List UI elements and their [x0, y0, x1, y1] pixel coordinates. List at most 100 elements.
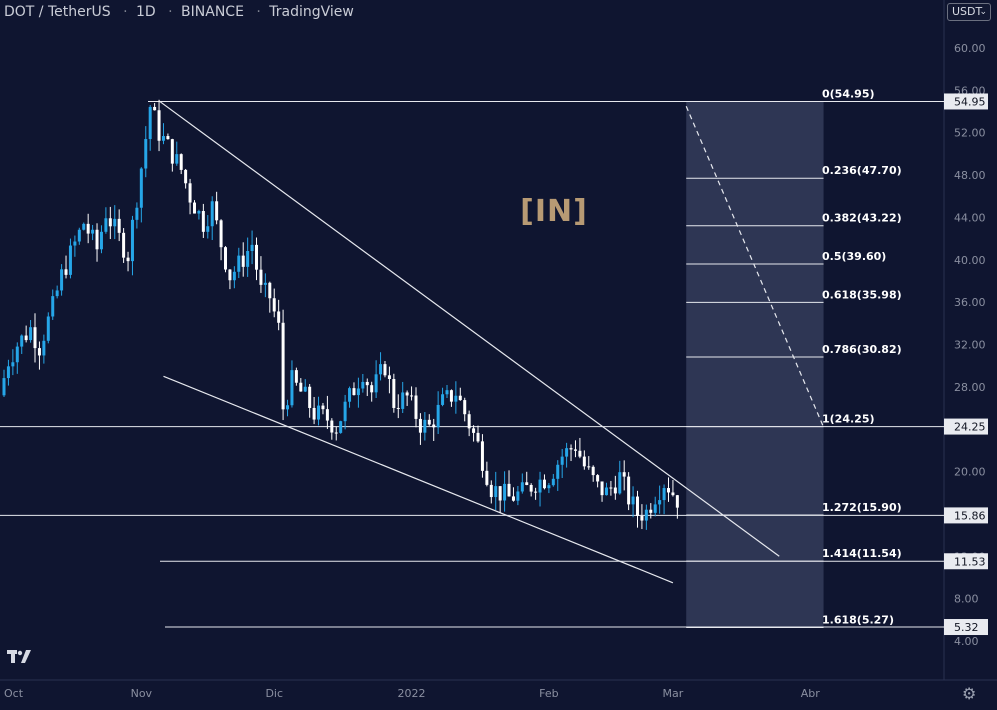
candle-body	[529, 484, 533, 492]
candle-body	[259, 269, 263, 285]
candle-body	[325, 409, 329, 421]
candle-body	[73, 241, 77, 246]
candle-body	[15, 346, 19, 363]
candle-body	[352, 388, 356, 396]
y-tick-label: 40.00	[954, 254, 986, 267]
candle-body	[161, 136, 165, 141]
candle-body	[640, 515, 644, 521]
candle-body	[255, 244, 259, 270]
candle-body	[290, 370, 294, 406]
candle-body	[339, 421, 343, 433]
candle-body	[20, 335, 24, 347]
candle-body	[356, 388, 360, 396]
candle-body	[423, 419, 427, 433]
candle-body	[445, 390, 449, 395]
candle-body	[60, 269, 64, 291]
candle-body	[370, 385, 374, 393]
candle-body	[458, 395, 462, 401]
price-axis-badge	[944, 553, 988, 570]
fib-level-label: 1(24.25)	[822, 413, 875, 426]
x-tick-label: Mar	[663, 687, 684, 700]
candle-body	[277, 311, 281, 323]
candle-body	[472, 428, 476, 433]
candle-body	[675, 495, 679, 508]
fib-level-label: 0.382(43.22)	[822, 212, 902, 225]
candle-body	[401, 392, 405, 409]
candle-body	[613, 487, 617, 494]
candle-body	[361, 381, 365, 389]
candle-body	[148, 106, 152, 140]
candle-body	[201, 211, 205, 232]
candle-body	[263, 282, 267, 285]
y-tick-label: 8.00	[954, 593, 979, 606]
candle-body	[77, 229, 81, 242]
candle-body	[29, 327, 33, 341]
candle-body	[166, 136, 170, 140]
fib-projection-zone	[686, 101, 824, 628]
x-tick-label: 2022	[398, 687, 426, 700]
candle-body	[250, 244, 254, 251]
candle-body	[108, 218, 112, 227]
candle-body	[68, 245, 72, 275]
candle-body	[627, 476, 631, 505]
candle-body	[622, 472, 626, 477]
source-label: TradingView	[269, 4, 354, 20]
candle-body	[184, 169, 188, 184]
candle-body	[42, 340, 46, 356]
candle-body	[157, 110, 161, 141]
candle-body	[144, 139, 148, 169]
candle-body	[653, 504, 657, 513]
candle-body	[569, 448, 573, 450]
trendline-upper	[158, 100, 780, 557]
price-axis-badge-label: 11.53	[954, 555, 986, 568]
fib-level-label: 0.5(39.60)	[822, 250, 886, 263]
price-axis-badge-label: 15.86	[954, 509, 986, 522]
candle-body	[237, 255, 241, 272]
candle-body	[476, 432, 480, 442]
fib-level-label: 0(54.95)	[822, 87, 875, 100]
trendline-lower	[163, 375, 674, 584]
candle-body	[317, 405, 321, 420]
candle-body	[343, 401, 347, 422]
candle-body	[383, 364, 387, 376]
candle-body	[82, 223, 86, 230]
candle-body	[547, 485, 551, 489]
candle-body	[582, 456, 586, 467]
candle-body	[46, 316, 50, 341]
interval-label[interactable]: 1D	[135, 4, 156, 20]
candle-body	[299, 382, 303, 392]
candle-body	[644, 509, 648, 521]
chevron-down-icon: ⌄	[979, 7, 987, 17]
fib-level-label: 1.618(5.27)	[822, 614, 894, 627]
candle-body	[551, 478, 555, 486]
candle-body	[126, 257, 130, 262]
tradingview-logo-icon[interactable]	[6, 648, 34, 670]
candle-body	[113, 218, 117, 227]
symbol-pair[interactable]: DOT / TetherUS	[4, 4, 111, 20]
candle-body	[600, 481, 604, 496]
candle-body	[565, 448, 569, 457]
x-tick-label: Nov	[131, 687, 153, 700]
candle-body	[303, 386, 307, 392]
trendline-fib-projection	[685, 106, 825, 428]
price-axis-badge-label: 54.95	[954, 95, 986, 108]
candle-body	[542, 479, 546, 489]
candle-body	[667, 488, 670, 493]
candle-body	[224, 247, 227, 270]
price-axis-badge	[944, 619, 988, 636]
candle-body	[2, 378, 6, 396]
candle-body	[294, 370, 298, 383]
gear-icon[interactable]: ⚙	[962, 684, 977, 703]
price-axis-badge-label: 5.32	[954, 621, 979, 634]
y-tick-label: 32.00	[954, 339, 986, 352]
candle-body	[427, 419, 431, 425]
candle-body	[64, 269, 68, 275]
currency-selector[interactable]: USDT ⌄	[947, 3, 991, 21]
candle-body	[662, 488, 666, 501]
candle-body	[130, 219, 134, 262]
candle-body	[511, 496, 515, 501]
candle-body	[463, 400, 467, 415]
